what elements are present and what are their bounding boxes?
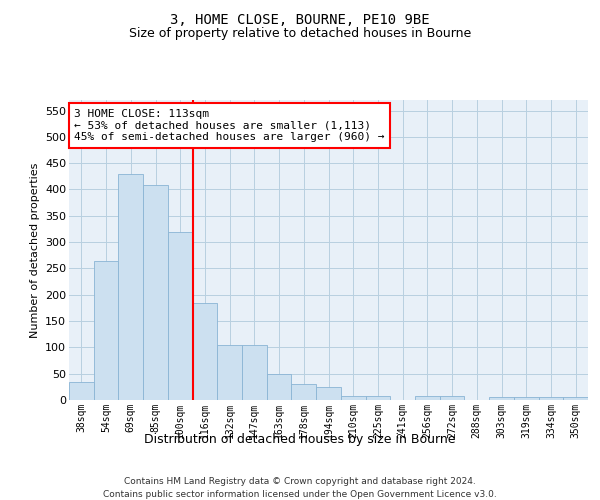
Text: Contains public sector information licensed under the Open Government Licence v3: Contains public sector information licen… xyxy=(103,490,497,499)
Text: 3, HOME CLOSE, BOURNE, PE10 9BE: 3, HOME CLOSE, BOURNE, PE10 9BE xyxy=(170,12,430,26)
Bar xyxy=(316,387,341,400)
Text: 3 HOME CLOSE: 113sqm
← 53% of detached houses are smaller (1,113)
45% of semi-de: 3 HOME CLOSE: 113sqm ← 53% of detached h… xyxy=(74,109,385,142)
Bar xyxy=(292,384,316,400)
Bar xyxy=(69,382,94,400)
Bar xyxy=(341,396,365,400)
Bar xyxy=(118,174,143,400)
Bar xyxy=(489,398,514,400)
Bar xyxy=(440,396,464,400)
Bar xyxy=(143,186,168,400)
Bar xyxy=(242,344,267,400)
Bar xyxy=(563,398,588,400)
Text: Contains HM Land Registry data © Crown copyright and database right 2024.: Contains HM Land Registry data © Crown c… xyxy=(124,478,476,486)
Text: Distribution of detached houses by size in Bourne: Distribution of detached houses by size … xyxy=(144,432,456,446)
Bar xyxy=(539,398,563,400)
Y-axis label: Number of detached properties: Number of detached properties xyxy=(29,162,40,338)
Bar xyxy=(514,398,539,400)
Bar xyxy=(168,232,193,400)
Text: Size of property relative to detached houses in Bourne: Size of property relative to detached ho… xyxy=(129,28,471,40)
Bar xyxy=(365,396,390,400)
Bar xyxy=(94,260,118,400)
Bar xyxy=(217,344,242,400)
Bar xyxy=(267,374,292,400)
Bar xyxy=(193,302,217,400)
Bar xyxy=(415,396,440,400)
